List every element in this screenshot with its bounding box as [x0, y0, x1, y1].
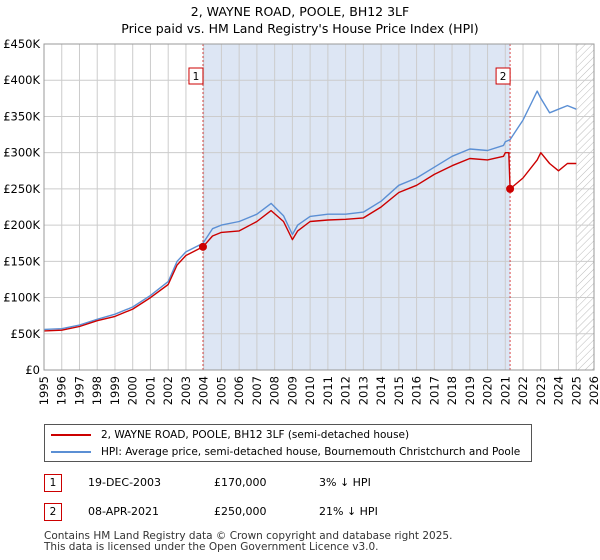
- x-tick-label: 2023: [534, 376, 548, 405]
- x-tick-label: 2014: [374, 376, 388, 405]
- y-tick-label: £250K: [3, 182, 40, 196]
- x-tick-label: 2018: [445, 376, 459, 405]
- y-tick-label: £400K: [3, 73, 40, 87]
- legend-label-hpi: HPI: Average price, semi-detached house,…: [101, 446, 521, 458]
- x-tick-label: 2005: [214, 376, 228, 405]
- y-tick-label: £350K: [3, 109, 40, 123]
- x-tick-label: 2021: [498, 376, 512, 405]
- x-tick-label: 2012: [339, 376, 353, 405]
- x-tick-label: 2002: [161, 376, 175, 405]
- x-tick-label: 2007: [250, 376, 264, 405]
- x-tick-label: 2024: [552, 376, 566, 405]
- x-tick-label: 2015: [392, 376, 406, 405]
- x-tick-label: 2026: [587, 376, 600, 405]
- x-tick-label: 2009: [285, 376, 299, 405]
- price-paid-line: [43, 151, 577, 332]
- sale-hpi-diff: 3% ↓ HPI: [319, 476, 371, 489]
- x-tick-label: 2000: [126, 376, 140, 405]
- x-tick-label: 2011: [321, 376, 335, 405]
- x-tick-label: 2003: [179, 376, 193, 405]
- x-tick-label: 2016: [410, 376, 424, 405]
- y-tick-label: £200K: [3, 218, 40, 232]
- x-tick-label: 1999: [108, 376, 122, 405]
- sale-point: [198, 242, 207, 251]
- sale-point: [506, 184, 515, 193]
- footer-copyright: Contains HM Land Registry data © Crown c…: [44, 530, 453, 542]
- sale-badge: 1: [44, 474, 62, 492]
- x-tick-label: 2004: [197, 376, 211, 405]
- sale-label: 2: [500, 71, 507, 83]
- x-tick-label: 2022: [516, 376, 530, 405]
- sale-label-box: [188, 67, 204, 85]
- y-tick-label: £450K: [3, 37, 40, 51]
- sale-date: 19-DEC-2003: [88, 476, 162, 489]
- x-tick-label: 2025: [569, 376, 583, 405]
- chart-title: 2, WAYNE ROAD, POOLE, BH12 3LF: [191, 4, 409, 19]
- x-tick-label: 1995: [37, 376, 51, 405]
- sale-label-box: [495, 67, 511, 85]
- sale-price: £250,000: [214, 505, 267, 518]
- x-tick-label: 1997: [72, 376, 86, 405]
- legend-swatch-hpi: [51, 451, 91, 453]
- sale-date: 08-APR-2021: [88, 505, 160, 518]
- x-tick-label: 2006: [232, 376, 246, 405]
- sale-label: 1: [193, 71, 200, 83]
- x-tick-label: 2017: [427, 376, 441, 405]
- x-tick-label: 2013: [356, 376, 370, 405]
- sale-badge: 2: [44, 503, 62, 521]
- hpi-line: [43, 90, 577, 331]
- sale-price: £170,000: [214, 476, 267, 489]
- y-tick-label: £0: [25, 363, 40, 377]
- ownership-shading: [202, 44, 511, 370]
- x-tick-label: 1998: [90, 376, 104, 405]
- legend-swatch-price: [51, 434, 91, 436]
- footer-license: This data is licensed under the Open Gov…: [44, 541, 379, 553]
- y-tick-label: £50K: [11, 327, 41, 341]
- x-tick-label: 2019: [463, 376, 477, 405]
- chart-subtitle: Price paid vs. HM Land Registry's House …: [121, 21, 478, 36]
- legend-label-price: 2, WAYNE ROAD, POOLE, BH12 3LF (semi-det…: [101, 429, 410, 441]
- x-tick-label: 1996: [55, 376, 69, 405]
- x-tick-label: 2010: [303, 376, 317, 405]
- plot-border: [43, 43, 595, 371]
- x-tick-label: 2008: [268, 376, 282, 405]
- y-tick-label: £150K: [3, 254, 40, 268]
- forecast-hatch: [576, 44, 594, 370]
- footer: Contains HM Land Registry data © Crown c…: [44, 531, 452, 553]
- x-tick-label: 2001: [143, 376, 157, 405]
- y-tick-label: £300K: [3, 146, 40, 160]
- x-tick-label: 2020: [481, 376, 495, 405]
- chart: 2, WAYNE ROAD, POOLE, BH12 3LF Price pai…: [3, 4, 600, 405]
- legend: 2, WAYNE ROAD, POOLE, BH12 3LF (semi-det…: [44, 424, 532, 462]
- sale-hpi-diff: 21% ↓ HPI: [319, 505, 378, 518]
- y-tick-label: £100K: [3, 291, 40, 305]
